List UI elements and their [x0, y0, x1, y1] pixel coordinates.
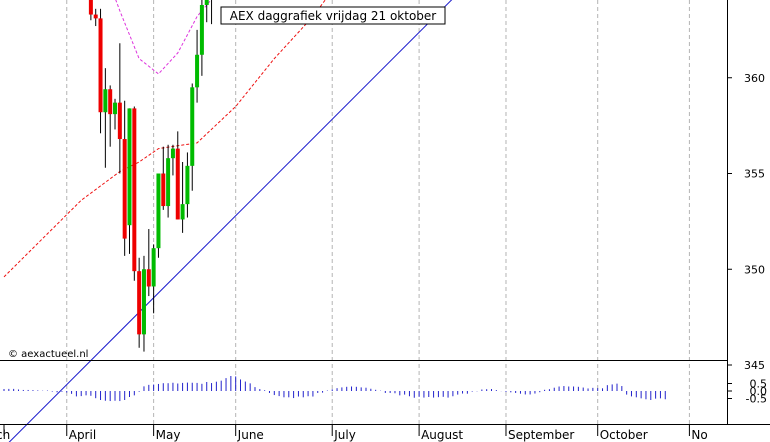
lower-channel-line	[8, 0, 453, 442]
month-label: No	[691, 428, 707, 442]
candle-body	[122, 139, 127, 239]
candle-body	[141, 269, 146, 335]
candle-body	[93, 14, 98, 19]
candle-body	[88, 0, 93, 15]
y-tick-label: 345	[744, 359, 765, 372]
candle-body	[180, 204, 185, 220]
osc-y-tick-label: -0.5	[746, 393, 767, 406]
candle-body	[166, 158, 171, 207]
y-tick-label: 355	[744, 168, 765, 181]
candle-body	[195, 54, 200, 88]
candle-body	[127, 108, 132, 226]
osc-y-tick-label: 0.5	[750, 378, 768, 391]
candle-body	[117, 102, 122, 140]
month-label: June	[237, 428, 264, 442]
candle-body	[175, 148, 180, 220]
candle-body	[132, 108, 137, 272]
moving-averages	[3, 0, 326, 278]
candle-body	[137, 271, 142, 335]
candle-body	[185, 165, 190, 205]
month-label: September	[508, 428, 574, 442]
month-label: October	[600, 428, 648, 442]
oscillator-histogram	[3, 376, 666, 402]
month-label: April	[69, 428, 96, 442]
candle-body	[156, 173, 161, 249]
y-tick-label: 350	[744, 263, 765, 276]
chart-title: AEX daggrafiek vrijdag 21 oktober	[230, 9, 437, 23]
chart-title-box	[220, 6, 446, 25]
month-label: August	[421, 428, 463, 442]
y-tick-label: 360	[744, 72, 765, 85]
month-label: July	[333, 428, 356, 442]
candle-body	[98, 18, 103, 113]
copyright-label: © aexactueel.nl	[8, 349, 88, 360]
month-label: ch	[0, 428, 10, 442]
candle-body	[103, 89, 108, 113]
candle-body	[151, 248, 156, 287]
candle-body	[108, 89, 113, 115]
candle-body	[113, 102, 118, 115]
candlestick-series	[88, 0, 213, 352]
candle-body	[204, 0, 209, 5]
long-moving-average-line	[3, 0, 326, 278]
osc-y-tick-label: 0.0	[750, 385, 768, 398]
candle-body	[190, 87, 195, 166]
candle-body	[170, 148, 175, 159]
trend-channel: g'g	[8, 0, 453, 442]
month-label: May	[156, 428, 181, 442]
candle-body	[161, 173, 166, 207]
candle-body	[199, 4, 204, 55]
candle-body	[146, 269, 151, 287]
